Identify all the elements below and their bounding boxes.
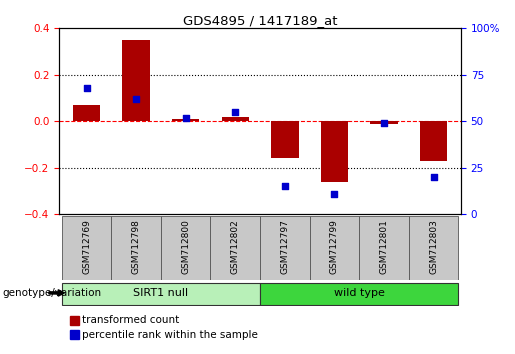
Text: GSM712798: GSM712798	[132, 219, 141, 274]
Bar	[409, 216, 458, 280]
Bar	[62, 216, 111, 280]
Text: wild type: wild type	[334, 288, 385, 298]
Bar	[221, 116, 249, 121]
Point	[82, 85, 91, 91]
Bar	[123, 40, 150, 121]
Bar	[370, 121, 398, 124]
Bar	[321, 121, 348, 182]
Bar	[420, 121, 448, 161]
Text: GSM712799: GSM712799	[330, 219, 339, 274]
Point	[380, 120, 388, 126]
Bar	[310, 216, 359, 280]
Text: transformed count: transformed count	[82, 315, 180, 325]
Bar	[111, 216, 161, 280]
Bar	[359, 216, 409, 280]
Text: percentile rank within the sample: percentile rank within the sample	[82, 330, 259, 339]
Point	[330, 191, 338, 196]
Text: GSM712800: GSM712800	[181, 219, 190, 274]
Point	[182, 115, 190, 120]
Text: SIRT1 null: SIRT1 null	[133, 288, 188, 298]
Bar	[260, 282, 458, 305]
Bar	[260, 216, 310, 280]
Text: GSM712797: GSM712797	[280, 219, 289, 274]
Point	[231, 109, 239, 115]
Point	[281, 183, 289, 189]
Point	[132, 96, 140, 102]
Text: genotype/variation: genotype/variation	[3, 288, 101, 298]
Bar	[73, 105, 100, 121]
Bar	[271, 121, 299, 159]
Text: GSM712769: GSM712769	[82, 219, 91, 274]
Text: GSM712802: GSM712802	[231, 219, 240, 274]
Text: GSM712803: GSM712803	[429, 219, 438, 274]
Bar	[172, 119, 199, 121]
Bar	[211, 216, 260, 280]
Bar	[62, 282, 260, 305]
Title: GDS4895 / 1417189_at: GDS4895 / 1417189_at	[183, 14, 337, 27]
Bar	[161, 216, 211, 280]
Text: GSM712801: GSM712801	[380, 219, 388, 274]
Point	[430, 174, 438, 180]
